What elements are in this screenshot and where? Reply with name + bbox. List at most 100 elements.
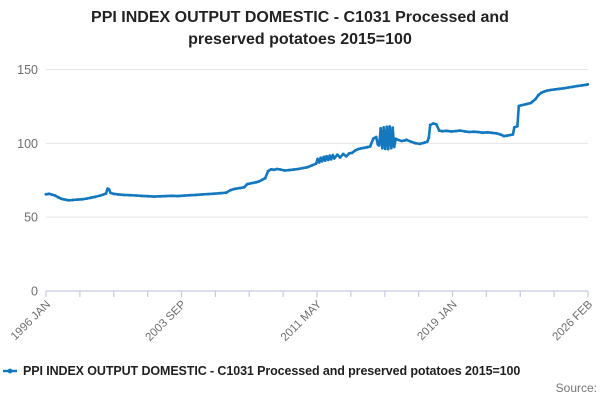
series-markers xyxy=(44,83,590,202)
data-point xyxy=(67,198,70,202)
data-point xyxy=(233,187,237,191)
data-point xyxy=(140,194,144,198)
data-point xyxy=(50,193,54,197)
data-point xyxy=(499,133,503,137)
x-tick-label: 2026 FEB xyxy=(550,298,595,343)
data-point xyxy=(331,153,335,157)
data-point xyxy=(275,167,279,171)
y-tick-label: 100 xyxy=(17,137,38,151)
data-point xyxy=(218,191,222,195)
data-point xyxy=(263,176,267,180)
legend-line-marker-icon xyxy=(3,368,17,374)
data-point xyxy=(505,134,509,138)
data-point xyxy=(322,155,326,159)
data-point xyxy=(553,88,557,91)
data-point xyxy=(104,192,108,195)
data-point xyxy=(206,192,210,196)
data-point xyxy=(362,146,366,150)
data-point xyxy=(47,192,51,196)
data-point xyxy=(224,191,228,195)
data-point xyxy=(94,195,97,199)
data-point xyxy=(580,84,584,87)
y-axis: 0 50 100 150 xyxy=(17,63,38,299)
data-point xyxy=(353,149,357,152)
data-point xyxy=(368,145,372,148)
data-point xyxy=(329,157,333,161)
data-point xyxy=(176,194,180,198)
data-point xyxy=(365,145,369,149)
data-point xyxy=(536,93,540,97)
data-point xyxy=(392,145,396,149)
data-point xyxy=(380,146,384,150)
data-point xyxy=(301,166,305,170)
data-point xyxy=(292,168,296,172)
data-point xyxy=(254,180,258,184)
data-point xyxy=(350,151,354,155)
data-point xyxy=(89,196,93,200)
data-point xyxy=(59,197,63,201)
data-point xyxy=(107,187,111,191)
data-point xyxy=(287,168,291,172)
data-point xyxy=(164,194,168,198)
data-point xyxy=(391,126,395,130)
data-point xyxy=(549,88,552,92)
data-point xyxy=(359,147,363,150)
data-point xyxy=(212,192,216,196)
data-point xyxy=(409,140,413,144)
data-point xyxy=(101,193,105,197)
data-point xyxy=(437,129,441,133)
data-point xyxy=(385,125,389,129)
data-point xyxy=(242,185,246,189)
data-point xyxy=(377,144,381,147)
data-point xyxy=(257,180,261,183)
data-point xyxy=(388,125,392,128)
data-point xyxy=(158,194,162,198)
data-point xyxy=(449,130,453,133)
source-caption: Source: xyxy=(555,381,597,395)
data-point xyxy=(85,197,88,201)
data-point xyxy=(512,126,516,129)
data-point xyxy=(383,147,387,151)
legend-series-label: PPI INDEX OUTPUT DOMESTIC - C1031 Proces… xyxy=(23,364,521,378)
data-point xyxy=(314,162,318,166)
data-point xyxy=(56,195,60,199)
data-point xyxy=(476,130,480,134)
data-point xyxy=(251,181,255,185)
data-point xyxy=(454,129,458,133)
data-point xyxy=(490,131,494,135)
data-point xyxy=(53,194,57,197)
data-point xyxy=(431,122,435,125)
data-point xyxy=(245,182,249,186)
data-point xyxy=(323,159,327,163)
data-point xyxy=(427,136,431,140)
data-point xyxy=(520,103,524,107)
data-point xyxy=(413,141,417,145)
data-point xyxy=(463,130,467,133)
data-point xyxy=(122,193,126,197)
data-point xyxy=(356,147,360,151)
data-point xyxy=(567,86,570,89)
data-point xyxy=(371,137,375,141)
data-point xyxy=(146,194,150,198)
data-point xyxy=(170,194,174,198)
data-point xyxy=(335,153,339,157)
data-point xyxy=(296,167,300,171)
data-point xyxy=(152,195,156,199)
data-point xyxy=(200,193,204,196)
data-point xyxy=(266,169,270,173)
data-point xyxy=(109,191,112,195)
data-point xyxy=(269,167,273,171)
chart-title-text: PPI INDEX OUTPUT DOMESTIC - C1031 Proces… xyxy=(91,9,509,48)
data-point xyxy=(418,142,422,146)
data-point xyxy=(305,165,309,169)
data-point xyxy=(332,157,336,160)
data-point xyxy=(182,194,186,198)
x-tick-label: 2011 MAY xyxy=(279,298,324,343)
data-point xyxy=(517,104,521,108)
data-point xyxy=(425,140,429,144)
data-point xyxy=(229,188,233,192)
gridlines xyxy=(46,69,588,218)
x-tick-label: 2019 JAN xyxy=(415,299,459,343)
data-point xyxy=(467,130,471,134)
